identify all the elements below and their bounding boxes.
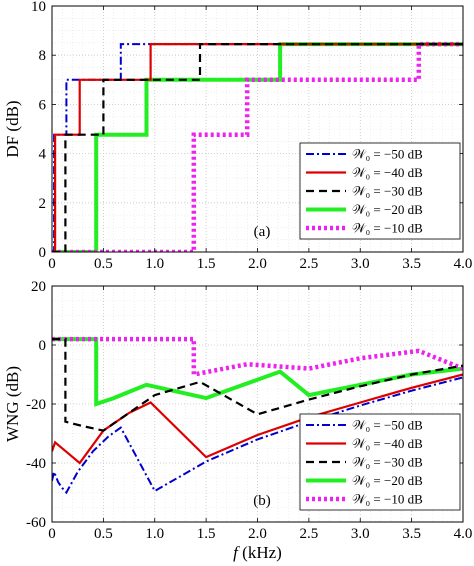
legend: 𝒲₀ = −50 dB 𝒲₀ = −40 dB 𝒲₀ = −30 dB 𝒲₀ = −2… — [299, 413, 461, 511]
series-group — [52, 336, 463, 495]
legend-label-4: 𝒲₀ = −20 dB — [352, 202, 423, 217]
series-line-2 — [52, 373, 463, 465]
y-tick-label: 10 — [31, 0, 46, 15]
series-line-3 — [52, 338, 463, 432]
x-tick-label: 1.0 — [145, 526, 164, 542]
x-tick-label: 4.0 — [454, 256, 473, 272]
y-tick-label: -60 — [26, 515, 46, 531]
x-tick-label: 1.0 — [145, 256, 164, 272]
series-line-4 — [52, 42, 463, 252]
series-line-2 — [52, 42, 463, 252]
legend-label-5: 𝒲₀ = −10 dB — [352, 492, 423, 507]
panel-label: (b) — [253, 493, 271, 509]
x-tick-label: 2.5 — [300, 526, 319, 542]
legend-label-5: 𝒲₀ = −10 dB — [352, 221, 423, 236]
x-tick-label: 2.0 — [248, 526, 267, 542]
y-axis-label: WNG (dB) — [3, 366, 22, 442]
x-tick-label: 3.5 — [402, 526, 421, 542]
x-tick-label: 0 — [48, 526, 56, 542]
x-tick-label: 0 — [48, 256, 56, 272]
x-tick-label: 1.5 — [197, 526, 216, 542]
y-tick-label: 0 — [39, 245, 47, 261]
y-tick-label: 20 — [31, 279, 46, 295]
legend-label-1: 𝒲₀ = −50 dB — [352, 147, 423, 162]
x-tick-label: 1.5 — [197, 256, 216, 272]
x-axis-label: f (kHz) — [233, 543, 282, 562]
legend-label-3: 𝒲₀ = −30 dB — [352, 184, 423, 199]
y-tick-label: 2 — [39, 196, 47, 212]
x-tick-label: 0.5 — [94, 526, 113, 542]
legend: 𝒲₀ = −50 dB 𝒲₀ = −40 dB 𝒲₀ = −30 dB 𝒲₀ = −2… — [299, 142, 461, 240]
legend-label-2: 𝒲₀ = −40 dB — [352, 165, 423, 180]
x-tick-label: 3.5 — [402, 256, 421, 272]
legend-label-4: 𝒲₀ = −20 dB — [352, 473, 423, 488]
y-tick-label: 0 — [39, 338, 47, 354]
y-tick-label: -20 — [26, 397, 46, 413]
panel-label: (a) — [254, 224, 271, 240]
y-tick-label: 4 — [39, 147, 47, 163]
x-tick-label: 2.5 — [300, 256, 319, 272]
y-tick-label: -40 — [26, 456, 46, 472]
x-tick-label: 3.0 — [351, 526, 370, 542]
x-tick-label: 0.5 — [94, 256, 113, 272]
y-axis-label: DF (dB) — [3, 100, 22, 157]
legend-label-2: 𝒲₀ = −40 dB — [352, 436, 423, 451]
legend-label-3: 𝒲₀ = −30 dB — [352, 455, 423, 470]
series-group — [52, 41, 463, 252]
x-tick-label: 2.0 — [248, 256, 267, 272]
y-tick-label: 8 — [39, 48, 47, 64]
legend-label-1: 𝒲₀ = −50 dB — [352, 418, 423, 433]
panel-a: 0 0.5 1.0 1.5 2.0 2.5 3.0 3.5 4.0 0 2 4 6 8 10 DF (dB) (… — [3, 0, 472, 272]
panel-b: 0 0.5 1.0 1.5 2.0 2.5 3.0 3.5 4.0 -60 -40 -20 0 20 WNG… — [3, 279, 472, 562]
x-tick-label: 3.0 — [351, 256, 370, 272]
x-tick-label: 4.0 — [454, 526, 473, 542]
y-tick-label: 6 — [39, 97, 47, 113]
series-line-3 — [52, 42, 463, 252]
series-line-5 — [52, 336, 463, 378]
